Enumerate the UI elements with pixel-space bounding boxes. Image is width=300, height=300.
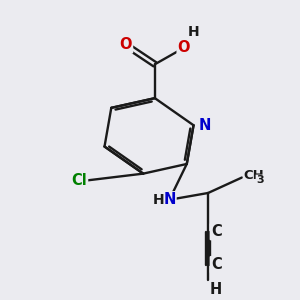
- Text: O: O: [178, 40, 190, 55]
- Text: N: N: [199, 118, 211, 133]
- Text: CH: CH: [243, 169, 264, 182]
- Text: C: C: [211, 257, 222, 272]
- Text: H: H: [209, 281, 221, 296]
- Text: H: H: [152, 193, 164, 207]
- Text: 3: 3: [256, 175, 263, 185]
- Text: Cl: Cl: [71, 173, 87, 188]
- Text: C: C: [211, 224, 222, 239]
- Text: O: O: [120, 38, 132, 52]
- Text: N: N: [163, 192, 176, 207]
- Text: H: H: [188, 26, 200, 39]
